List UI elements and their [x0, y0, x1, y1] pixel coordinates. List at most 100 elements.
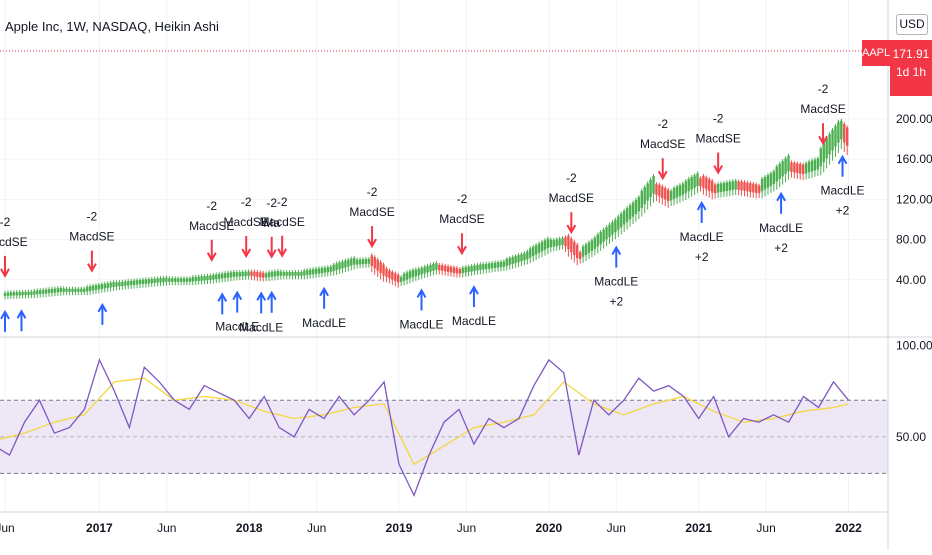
x-tick-label: Jun: [607, 521, 626, 535]
candle-body: [713, 184, 717, 194]
candle-body: [634, 199, 638, 215]
currency-button[interactable]: USD: [896, 14, 928, 35]
candle-body: [467, 266, 470, 273]
y-tick-label: 120.00: [896, 192, 932, 206]
candle-body: [303, 270, 306, 276]
candle-body: [358, 259, 362, 265]
candle-body: [361, 259, 365, 265]
candle-body: [285, 272, 288, 276]
candle-body: [423, 266, 426, 274]
candle-body: [807, 161, 811, 173]
candle-body: [831, 129, 834, 151]
candle-body: [581, 246, 585, 257]
candle-body: [834, 125, 837, 147]
candle-body: [124, 281, 127, 286]
candle-body: [534, 245, 538, 255]
y-tick-label: 160.00: [896, 152, 932, 166]
candle-body: [502, 261, 506, 267]
candle-body: [681, 183, 685, 195]
candle-body: [209, 275, 212, 280]
candle-body: [420, 267, 423, 275]
candle-body: [482, 264, 485, 270]
candle-body: [734, 180, 737, 190]
candle-body: [226, 272, 230, 278]
short-signal-qty: -2: [87, 210, 98, 224]
long-arrow-head: [611, 245, 622, 256]
candle-body: [30, 291, 33, 295]
candle-body: [652, 176, 655, 194]
candle-body: [347, 259, 350, 267]
candle-body: [546, 238, 550, 249]
candle-body: [675, 186, 679, 198]
candle-body: [405, 272, 409, 280]
x-tick-label: 2020: [536, 521, 563, 535]
candle-body: [637, 197, 641, 212]
candle-body: [596, 234, 599, 247]
candle-body: [599, 232, 602, 245]
candle-body: [485, 263, 488, 270]
candle-body: [655, 184, 658, 195]
candle-body: [311, 269, 315, 275]
long-signal-label: MacdLE: [759, 221, 803, 235]
candle-body: [159, 278, 162, 283]
candle-body: [103, 283, 106, 289]
candle-body: [816, 158, 820, 170]
candle-body: [564, 237, 567, 247]
candle-body: [567, 235, 570, 250]
candle-body: [646, 183, 649, 201]
candle-body: [402, 273, 406, 281]
candle-body: [587, 242, 591, 253]
long-signal-label: MacdLE: [239, 320, 283, 334]
short-signal-label: MacdSE: [0, 235, 28, 249]
candle-body: [452, 267, 456, 273]
candle-body: [18, 292, 21, 296]
candle-body: [822, 142, 825, 163]
candle-body: [628, 205, 632, 220]
candle-body: [156, 278, 159, 283]
candle-body: [429, 264, 432, 272]
candle-body: [12, 292, 16, 296]
short-signal-qty: -2: [367, 185, 378, 199]
candle-body: [21, 291, 24, 296]
candle-body: [150, 278, 153, 284]
candle-body: [455, 267, 459, 274]
candle-body: [279, 271, 283, 276]
candle-body: [132, 280, 136, 285]
candle-body: [687, 178, 690, 192]
candle-body: [129, 280, 133, 286]
candle-body: [461, 267, 464, 274]
candle-body: [100, 284, 104, 289]
candle-body: [672, 187, 676, 199]
candle-body: [781, 161, 784, 177]
candle-body: [719, 183, 723, 193]
candle-body: [813, 159, 817, 171]
candle-body: [801, 164, 805, 175]
long-signal-label: MacdLE: [215, 320, 259, 334]
y-tick-label: 200.00: [896, 112, 932, 126]
candle-body: [121, 281, 124, 287]
long-arrow-head: [217, 292, 228, 302]
long-signal-label: MacdLE: [680, 230, 724, 244]
candle-body: [793, 162, 796, 173]
candle-body: [614, 219, 617, 233]
candle-body: [288, 272, 291, 276]
candle-body: [590, 240, 594, 251]
candle-body: [584, 244, 588, 255]
long-arrow-head: [837, 154, 848, 165]
long-arrow-head: [16, 309, 27, 319]
candle-body: [526, 251, 529, 260]
long-signal-label: MacdLE: [594, 275, 638, 289]
short-signal-qty: -2: [713, 112, 724, 126]
candle-body: [241, 271, 244, 277]
candle-body: [109, 282, 112, 288]
short-signal-qty: -2: [241, 195, 252, 209]
candle-body: [643, 187, 646, 205]
candle-body: [479, 264, 482, 270]
candle-body: [291, 272, 294, 276]
candle-body: [41, 289, 45, 294]
candle-body: [778, 163, 781, 179]
short-arrow-head: [818, 135, 828, 146]
candle-body: [256, 271, 259, 277]
